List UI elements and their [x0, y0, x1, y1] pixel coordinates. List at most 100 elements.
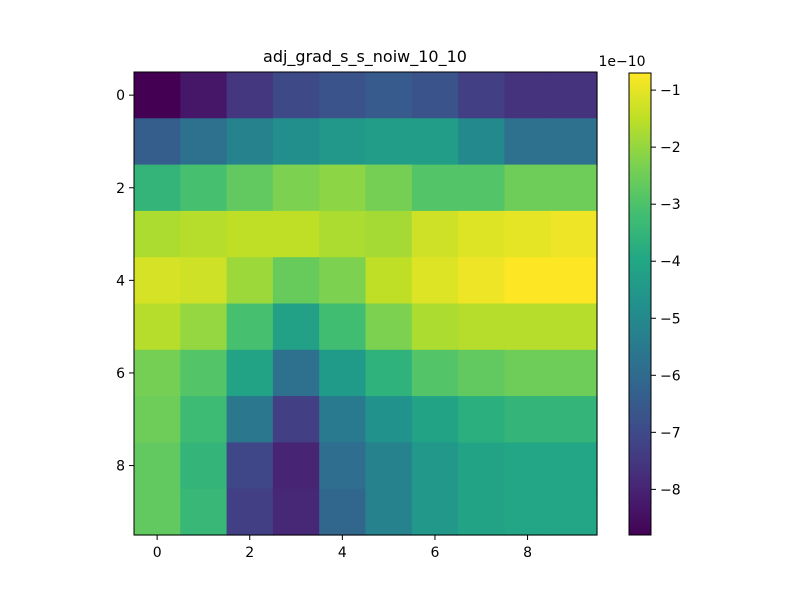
heatmap-cell: [411, 210, 459, 258]
heatmap-cell: [365, 303, 413, 351]
heatmap-cell: [550, 488, 598, 536]
heatmap-cell: [458, 396, 505, 443]
heatmap-cell: [134, 72, 181, 119]
heatmap-cell: [365, 396, 413, 443]
heatmap-cell: [134, 303, 181, 351]
x-tick-label: 8: [523, 545, 532, 561]
heatmap-cell: [458, 303, 505, 351]
heatmap-cells: [134, 72, 598, 536]
heatmap-cell: [134, 164, 181, 212]
heatmap-cell: [411, 72, 459, 119]
heatmap-cell: [504, 303, 552, 351]
chart-title: adj_grad_s_s_noiw_10_10: [263, 47, 467, 67]
heatmap-cell: [180, 303, 228, 351]
heatmap-cell: [272, 303, 320, 351]
heatmap-cell: [226, 303, 274, 351]
heatmap-cell: [180, 396, 228, 443]
heatmap-cell: [504, 396, 552, 443]
heatmap-cell: [180, 118, 228, 166]
heatmap-cell: [226, 210, 274, 258]
y-tick-label: 2: [116, 181, 125, 197]
heatmap-cell: [134, 118, 181, 166]
plot-frame: [133, 71, 598, 536]
heatmap-cell: [226, 164, 274, 212]
heatmap-cell: [319, 396, 367, 443]
heatmap-cell: [319, 349, 367, 397]
heatmap-cell: [134, 442, 181, 490]
heatmap-cell: [180, 72, 228, 119]
heatmap-cell: [411, 349, 459, 397]
x-tick-label: 4: [338, 545, 347, 561]
heatmap-cell: [411, 257, 459, 305]
x-axis: 0 2 4 6 8: [153, 535, 532, 561]
heatmap-cell: [272, 72, 320, 119]
heatmap-cell: [550, 396, 598, 443]
heatmap-cell: [180, 210, 228, 258]
heatmap-cell: [504, 349, 552, 397]
heatmap-cell: [180, 164, 228, 212]
heatmap-cell: [134, 396, 181, 443]
heatmap-cell: [458, 164, 505, 212]
heatmap-cell: [458, 442, 505, 490]
heatmap-cell: [180, 257, 228, 305]
y-tick-label: 6: [116, 366, 125, 382]
x-tick-label: 6: [430, 545, 439, 561]
heatmap-cell: [180, 442, 228, 490]
heatmap-cell: [272, 210, 320, 258]
heatmap-cell: [319, 442, 367, 490]
heatmap-cell: [458, 257, 505, 305]
y-axis: 0 2 4 6 8: [116, 88, 134, 475]
heatmap-cell: [365, 164, 413, 212]
heatmap-cell: [272, 396, 320, 443]
colorbar-tick-label: −4: [660, 254, 681, 270]
heatmap-cell: [272, 488, 320, 536]
colorbar-scale-label: 1e−10: [598, 54, 645, 70]
colorbar-tick-label: −1: [660, 83, 681, 99]
heatmap-cell: [504, 257, 552, 305]
heatmap-cell: [226, 257, 274, 305]
colorbar: [628, 72, 652, 536]
colorbar-tick-label: −2: [660, 140, 681, 156]
heatmap-cell: [504, 488, 552, 536]
heatmap-cell: [504, 442, 552, 490]
colorbar-tick-label: −6: [660, 368, 681, 384]
heatmap-cell: [550, 442, 598, 490]
heatmap-cell: [319, 488, 367, 536]
heatmap-cell: [134, 349, 181, 397]
colorbar-tick-label: −7: [660, 425, 681, 441]
heatmap-cell: [226, 72, 274, 119]
heatmap-cell: [365, 257, 413, 305]
heatmap-cell: [180, 488, 228, 536]
heatmap-cell: [319, 118, 367, 166]
heatmap-cell: [550, 118, 598, 166]
heatmap-cell: [365, 118, 413, 166]
x-tick-label: 0: [153, 545, 162, 561]
heatmap-cell: [319, 257, 367, 305]
heatmap-cell: [365, 349, 413, 397]
y-tick-label: 8: [116, 459, 125, 475]
heatmap-cell: [180, 349, 228, 397]
heatmap-cell: [319, 72, 367, 119]
heatmap-cell: [365, 72, 413, 119]
heatmap-cell: [134, 210, 181, 258]
x-tick-label: 2: [245, 545, 254, 561]
heatmap-cell: [319, 210, 367, 258]
y-tick-label: 0: [116, 88, 125, 104]
heatmap-cell: [272, 349, 320, 397]
heatmap-cell: [550, 164, 598, 212]
heatmap-cell: [365, 210, 413, 258]
heatmap-cell: [411, 488, 459, 536]
heatmap-cell: [458, 488, 505, 536]
heatmap-cell: [458, 210, 505, 258]
colorbar-axis: −1 −2 −3 −4 −5 −6 −7 −8: [651, 83, 681, 498]
heatmap-cell: [411, 164, 459, 212]
heatmap-cell: [226, 396, 274, 443]
heatmap-cell: [458, 349, 505, 397]
heatmap-cell: [504, 72, 552, 119]
heatmap-cell: [411, 442, 459, 490]
heatmap-cell: [504, 118, 552, 166]
heatmap-cell: [550, 303, 598, 351]
heatmap-cell: [365, 488, 413, 536]
colorbar-tick-label: −5: [660, 311, 681, 327]
heatmap-cell: [550, 210, 598, 258]
